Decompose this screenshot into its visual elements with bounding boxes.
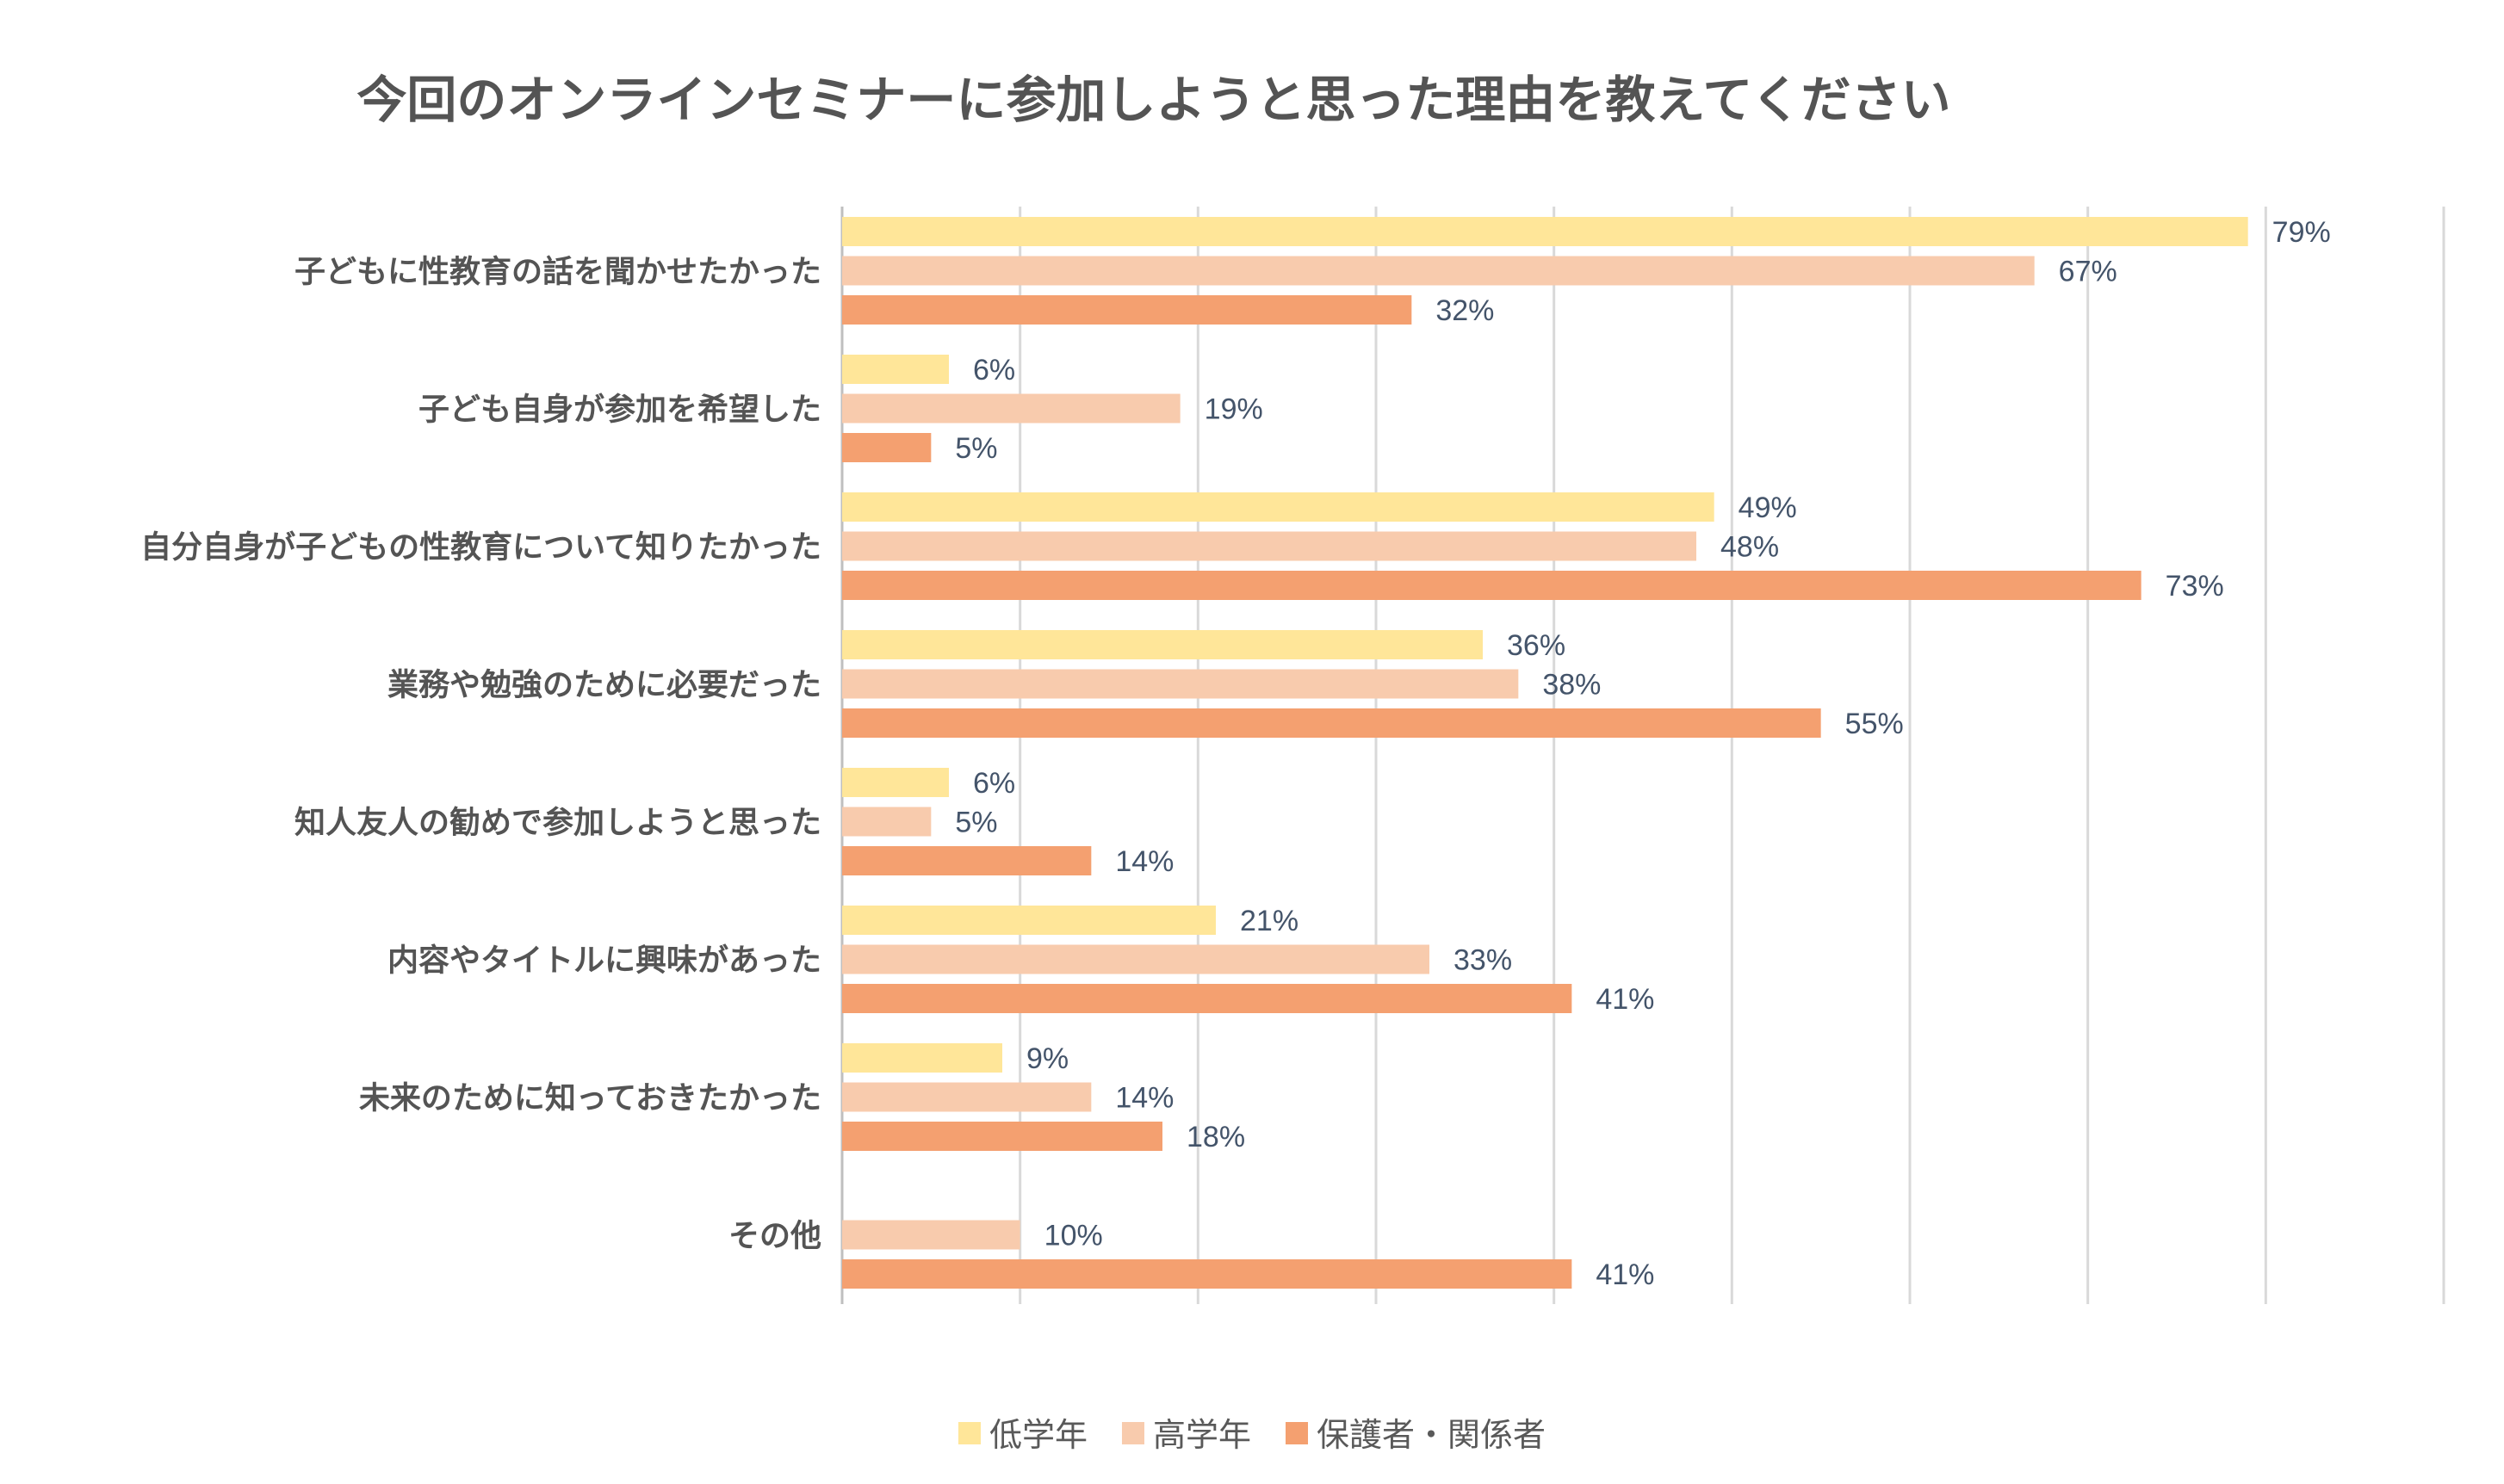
category-labels: 子どもに性教育の話を聞かせたかった子ども自身が参加を希望した自分自身が子どもの性… (140, 255, 821, 1254)
data-label: 10% (1044, 1220, 1103, 1252)
category-label: 自分自身が子どもの性教育について知りたかった (140, 530, 821, 566)
data-label: 19% (1205, 393, 1263, 426)
bar (842, 944, 1429, 974)
data-label: 38% (1542, 669, 1601, 702)
data-labels: 79% 67% 32% 6% 19% 5% 49% 48% 73% 36% 38% 55% 6% 5% 14… (955, 216, 2330, 1291)
bar (842, 630, 1483, 659)
bar (842, 1259, 1572, 1289)
data-label: 36% (1507, 629, 1565, 662)
legend: 低学年 高学年 保護者・関係者 (958, 1416, 1546, 1454)
legend-label: 低学年 (989, 1416, 1088, 1454)
bar (842, 906, 1216, 935)
data-label: 41% (1596, 983, 1654, 1016)
bar (842, 1220, 1020, 1250)
data-label: 5% (955, 432, 997, 465)
data-label: 5% (955, 807, 997, 839)
category-label: 子どもに性教育の話を聞かせたかった (294, 255, 821, 290)
data-label: 67% (2059, 256, 2117, 288)
data-label: 6% (973, 767, 1015, 800)
bars (842, 217, 2248, 1289)
bar (842, 571, 2141, 600)
bar (842, 393, 1181, 424)
legend-label: 高学年 (1153, 1416, 1251, 1454)
data-label: 32% (1435, 294, 1494, 327)
bar (842, 531, 1696, 561)
bar (842, 669, 1519, 699)
data-label: 18% (1187, 1121, 1245, 1153)
data-label: 14% (1115, 1082, 1174, 1115)
category-label: 業務や勉強のために必要だった (387, 668, 821, 703)
category-label: 知人友人の勧めで参加しようと思った (294, 806, 821, 841)
bar (842, 846, 1092, 875)
bar (842, 1082, 1092, 1112)
data-label: 14% (1115, 845, 1174, 878)
bar (842, 1043, 1002, 1073)
bar (842, 1122, 1162, 1151)
category-label: 子ども自身が参加を希望した (418, 393, 821, 428)
legend-swatch (1121, 1422, 1144, 1444)
bar (842, 295, 1412, 325)
gridlines (840, 207, 2445, 1304)
category-label: その他 (728, 1219, 821, 1254)
bar (842, 433, 932, 462)
data-label: 9% (1026, 1042, 1069, 1075)
bar (842, 984, 1572, 1013)
data-label: 48% (1720, 531, 1779, 564)
bar (842, 492, 1714, 522)
bar (842, 355, 949, 384)
data-label: 6% (973, 354, 1015, 386)
data-label: 41% (1596, 1258, 1654, 1291)
data-label: 79% (2272, 216, 2331, 249)
data-label: 49% (1739, 492, 1797, 524)
data-label: 73% (2166, 570, 2224, 603)
data-label: 21% (1240, 905, 1298, 937)
legend-swatch (1286, 1422, 1309, 1444)
chart-title: 今回のオンラインセミナーに参加しようと思った理由を教えてください (356, 71, 1950, 129)
bar (842, 807, 932, 837)
bar (842, 217, 2248, 246)
bar (842, 256, 2035, 286)
data-label: 33% (1453, 944, 1512, 977)
legend-label: 保護者・関係者 (1317, 1416, 1546, 1454)
category-label: 内容やタイトルに興味があった (387, 943, 821, 979)
category-label: 未来のために知っておきたかった (359, 1081, 821, 1116)
bar (842, 708, 1821, 738)
data-label: 55% (1845, 708, 1904, 740)
legend-swatch (958, 1422, 981, 1444)
bar (842, 768, 949, 797)
